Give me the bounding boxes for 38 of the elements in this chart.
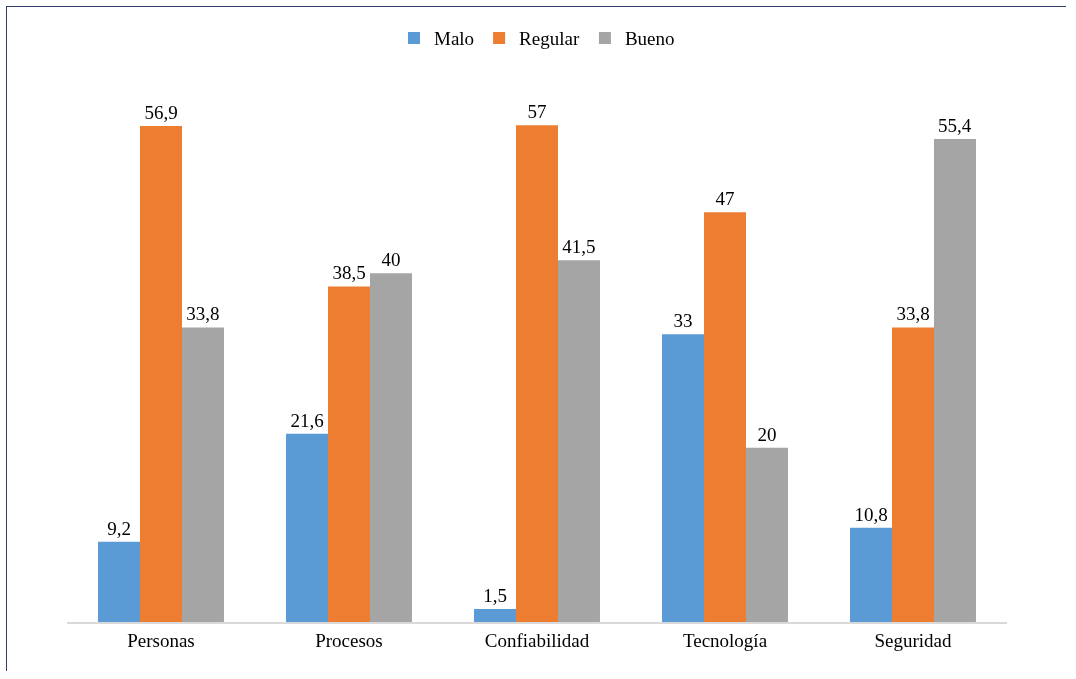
bar — [892, 327, 934, 622]
data-label: 1,5 — [483, 584, 507, 606]
bar — [850, 527, 893, 622]
data-label: 41,5 — [562, 236, 596, 258]
bar — [369, 273, 412, 622]
legend-label: Regular — [519, 28, 580, 50]
x-tick-label: Confiabilidad — [484, 629, 590, 651]
data-label: 20 — [757, 423, 777, 445]
bar — [181, 327, 224, 622]
data-label: 33 — [673, 310, 693, 332]
data-label: 10,8 — [854, 503, 888, 525]
legend-label: Bueno — [624, 28, 675, 50]
data-label: 56,9 — [144, 102, 178, 124]
data-label: 33,8 — [896, 303, 930, 325]
x-tick-label: Procesos — [315, 629, 383, 651]
bar — [745, 447, 788, 622]
x-tick-label: Tecnología — [682, 629, 768, 651]
data-label: 21,6 — [290, 409, 324, 431]
bar — [704, 212, 746, 622]
bar — [140, 126, 182, 622]
data-label: 38,5 — [332, 262, 366, 284]
x-tick-label: Personas — [127, 629, 195, 651]
bar — [98, 541, 141, 622]
bar — [557, 260, 600, 622]
data-label: 9,2 — [107, 517, 131, 539]
bar — [933, 139, 976, 622]
data-label: 47 — [715, 188, 735, 210]
bar — [328, 286, 370, 622]
legend-label: Malo — [434, 28, 475, 50]
bar — [516, 125, 558, 622]
data-label: 40 — [381, 249, 401, 271]
data-label: 33,8 — [186, 303, 220, 325]
data-label: 55,4 — [938, 115, 972, 137]
bar — [474, 608, 517, 622]
data-label: 57 — [527, 101, 547, 123]
x-tick-label: Seguridad — [874, 629, 953, 651]
bar — [286, 433, 329, 622]
bar — [662, 334, 705, 622]
